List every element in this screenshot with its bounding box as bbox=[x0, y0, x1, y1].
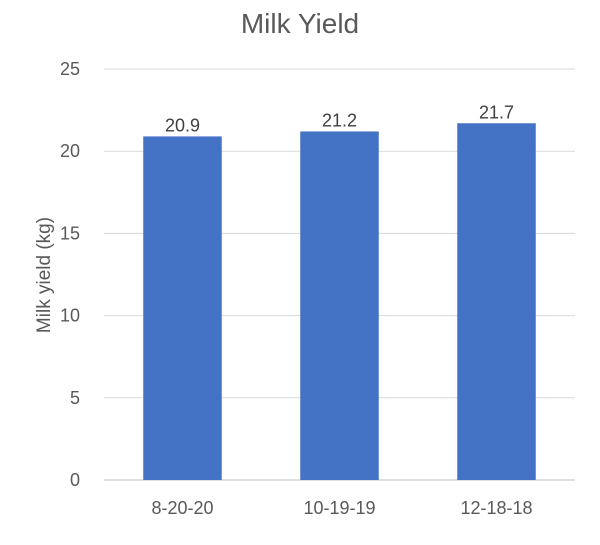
y-tick-label-15: 15 bbox=[60, 223, 80, 243]
y-tick-label-20: 20 bbox=[60, 141, 80, 161]
y-axis-label: Milk yield (kg) bbox=[34, 217, 55, 333]
bars bbox=[143, 123, 536, 481]
bar-8-20-20 bbox=[143, 136, 222, 481]
data-label-8-20-20: 20.9 bbox=[165, 115, 200, 135]
bar-10-19-19 bbox=[300, 131, 379, 481]
x-tick-label-12-18-18: 12-18-18 bbox=[460, 498, 532, 518]
y-tick-label-5: 5 bbox=[70, 388, 80, 408]
x-tick-label-8-20-20: 8-20-20 bbox=[151, 498, 213, 518]
bar-12-18-18 bbox=[457, 123, 536, 480]
x-tick-label-10-19-19: 10-19-19 bbox=[303, 498, 375, 518]
tick-labels: 0 5 10 15 20 25 8-20-20 10-19-19 12-18-18 bbox=[60, 59, 533, 518]
y-tick-label-0: 0 bbox=[70, 470, 80, 490]
y-tick-label-25: 25 bbox=[60, 59, 80, 79]
data-label-10-19-19: 21.2 bbox=[322, 110, 357, 130]
data-labels: 20.9 21.2 21.7 bbox=[165, 102, 514, 135]
data-label-12-18-18: 21.7 bbox=[479, 102, 514, 122]
chart-title: Milk Yield bbox=[241, 8, 359, 39]
y-tick-label-10: 10 bbox=[60, 306, 80, 326]
